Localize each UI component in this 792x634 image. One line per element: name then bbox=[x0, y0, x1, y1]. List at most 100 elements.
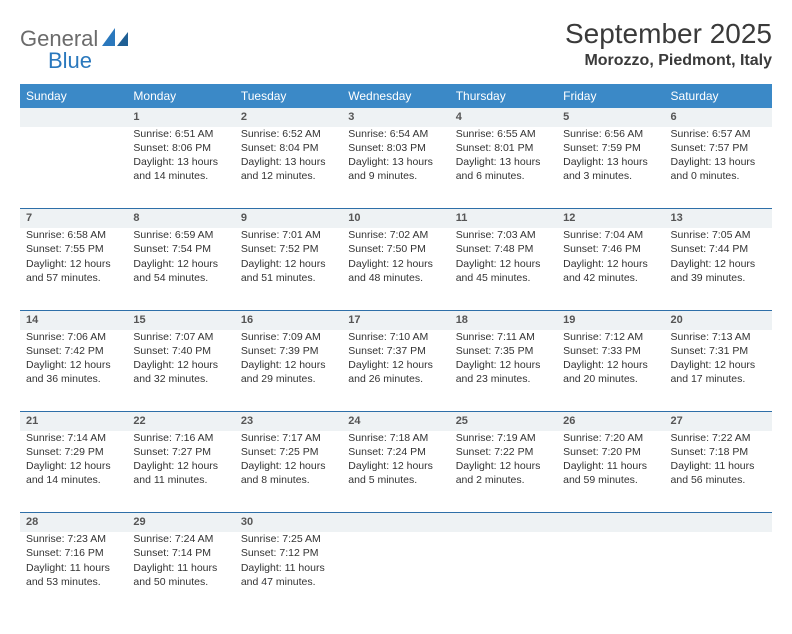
sunrise-line: Sunrise: 7:17 AM bbox=[241, 431, 336, 445]
daylight-line: Daylight: 11 hours and 47 minutes. bbox=[241, 561, 336, 589]
col-friday: Friday bbox=[557, 84, 664, 108]
sunset-line: Sunset: 7:20 PM bbox=[563, 445, 658, 459]
col-wednesday: Wednesday bbox=[342, 84, 449, 108]
day-cell-content: Sunrise: 7:23 AMSunset: 7:16 PMDaylight:… bbox=[26, 532, 121, 589]
day-cell-content: Sunrise: 7:10 AMSunset: 7:37 PMDaylight:… bbox=[348, 330, 443, 387]
day-cell: Sunrise: 7:23 AMSunset: 7:16 PMDaylight:… bbox=[20, 532, 127, 614]
sunset-line: Sunset: 7:40 PM bbox=[133, 344, 228, 358]
daylight-line: Daylight: 13 hours and 12 minutes. bbox=[241, 155, 336, 183]
daylight-line: Daylight: 12 hours and 51 minutes. bbox=[241, 257, 336, 285]
daynum-cell: 28 bbox=[20, 513, 127, 532]
day-cell-content: Sunrise: 7:06 AMSunset: 7:42 PMDaylight:… bbox=[26, 330, 121, 387]
daynum-cell: 12 bbox=[557, 209, 664, 228]
header: General Blue September 2025 Morozzo, Pie… bbox=[20, 18, 772, 74]
day-cell-content: Sunrise: 7:16 AMSunset: 7:27 PMDaylight:… bbox=[133, 431, 228, 488]
sunrise-line: Sunrise: 7:11 AM bbox=[456, 330, 551, 344]
daynum-cell bbox=[665, 513, 772, 532]
daylight-line: Daylight: 11 hours and 59 minutes. bbox=[563, 459, 658, 487]
sunset-line: Sunset: 7:24 PM bbox=[348, 445, 443, 459]
day-cell-content: Sunrise: 7:25 AMSunset: 7:12 PMDaylight:… bbox=[241, 532, 336, 589]
daynum-cell bbox=[20, 108, 127, 127]
daylight-line: Daylight: 11 hours and 56 minutes. bbox=[671, 459, 766, 487]
sunset-line: Sunset: 8:01 PM bbox=[456, 141, 551, 155]
sunrise-line: Sunrise: 6:51 AM bbox=[133, 127, 228, 141]
daynum-cell: 13 bbox=[665, 209, 772, 228]
sunset-line: Sunset: 8:06 PM bbox=[133, 141, 228, 155]
sunset-line: Sunset: 7:16 PM bbox=[26, 546, 121, 560]
sunset-line: Sunset: 7:31 PM bbox=[671, 344, 766, 358]
day-cell-content: Sunrise: 7:05 AMSunset: 7:44 PMDaylight:… bbox=[671, 228, 766, 285]
day-cell-content: Sunrise: 7:11 AMSunset: 7:35 PMDaylight:… bbox=[456, 330, 551, 387]
day-cell: Sunrise: 7:10 AMSunset: 7:37 PMDaylight:… bbox=[342, 330, 449, 412]
sunrise-line: Sunrise: 7:20 AM bbox=[563, 431, 658, 445]
col-saturday: Saturday bbox=[665, 84, 772, 108]
sunrise-line: Sunrise: 7:12 AM bbox=[563, 330, 658, 344]
day-cell: Sunrise: 7:17 AMSunset: 7:25 PMDaylight:… bbox=[235, 431, 342, 513]
sunset-line: Sunset: 8:03 PM bbox=[348, 141, 443, 155]
day-cell-content: Sunrise: 7:09 AMSunset: 7:39 PMDaylight:… bbox=[241, 330, 336, 387]
daynum-cell: 4 bbox=[450, 108, 557, 127]
daynum-cell: 5 bbox=[557, 108, 664, 127]
day-cell: Sunrise: 7:16 AMSunset: 7:27 PMDaylight:… bbox=[127, 431, 234, 513]
daylight-line: Daylight: 13 hours and 0 minutes. bbox=[671, 155, 766, 183]
sunset-line: Sunset: 7:52 PM bbox=[241, 242, 336, 256]
daylight-line: Daylight: 12 hours and 32 minutes. bbox=[133, 358, 228, 386]
day-cell-content: Sunrise: 6:59 AMSunset: 7:54 PMDaylight:… bbox=[133, 228, 228, 285]
daylight-line: Daylight: 12 hours and 45 minutes. bbox=[456, 257, 551, 285]
daylight-line: Daylight: 13 hours and 6 minutes. bbox=[456, 155, 551, 183]
sunset-line: Sunset: 7:25 PM bbox=[241, 445, 336, 459]
daynum-cell bbox=[450, 513, 557, 532]
sunrise-line: Sunrise: 7:10 AM bbox=[348, 330, 443, 344]
day-cell-content: Sunrise: 7:01 AMSunset: 7:52 PMDaylight:… bbox=[241, 228, 336, 285]
daynum-row: 282930 bbox=[20, 513, 772, 532]
day-cell: Sunrise: 7:20 AMSunset: 7:20 PMDaylight:… bbox=[557, 431, 664, 513]
sunrise-line: Sunrise: 7:09 AM bbox=[241, 330, 336, 344]
sunset-line: Sunset: 7:48 PM bbox=[456, 242, 551, 256]
sunset-line: Sunset: 7:57 PM bbox=[671, 141, 766, 155]
day-cell: Sunrise: 7:24 AMSunset: 7:14 PMDaylight:… bbox=[127, 532, 234, 614]
daynum-cell: 26 bbox=[557, 412, 664, 431]
sunrise-line: Sunrise: 6:59 AM bbox=[133, 228, 228, 242]
sunset-line: Sunset: 7:22 PM bbox=[456, 445, 551, 459]
daylight-line: Daylight: 13 hours and 9 minutes. bbox=[348, 155, 443, 183]
daynum-cell: 11 bbox=[450, 209, 557, 228]
daynum-cell: 6 bbox=[665, 108, 772, 127]
day-cell bbox=[557, 532, 664, 614]
day-cell: Sunrise: 6:56 AMSunset: 7:59 PMDaylight:… bbox=[557, 127, 664, 209]
sunset-line: Sunset: 7:12 PM bbox=[241, 546, 336, 560]
col-sunday: Sunday bbox=[20, 84, 127, 108]
daynum-cell: 30 bbox=[235, 513, 342, 532]
daynum-cell: 8 bbox=[127, 209, 234, 228]
day-cell: Sunrise: 7:25 AMSunset: 7:12 PMDaylight:… bbox=[235, 532, 342, 614]
day-cell: Sunrise: 7:13 AMSunset: 7:31 PMDaylight:… bbox=[665, 330, 772, 412]
day-cell-content: Sunrise: 7:07 AMSunset: 7:40 PMDaylight:… bbox=[133, 330, 228, 387]
day-cell: Sunrise: 7:05 AMSunset: 7:44 PMDaylight:… bbox=[665, 228, 772, 310]
week-row: Sunrise: 7:23 AMSunset: 7:16 PMDaylight:… bbox=[20, 532, 772, 614]
day-cell-content: Sunrise: 7:22 AMSunset: 7:18 PMDaylight:… bbox=[671, 431, 766, 488]
sunset-line: Sunset: 7:39 PM bbox=[241, 344, 336, 358]
daynum-cell: 27 bbox=[665, 412, 772, 431]
sunrise-line: Sunrise: 6:52 AM bbox=[241, 127, 336, 141]
sunset-line: Sunset: 7:27 PM bbox=[133, 445, 228, 459]
sunrise-line: Sunrise: 7:05 AM bbox=[671, 228, 766, 242]
logo-word-blue: Blue bbox=[48, 48, 128, 74]
day-cell-content: Sunrise: 7:04 AMSunset: 7:46 PMDaylight:… bbox=[563, 228, 658, 285]
sunrise-line: Sunrise: 7:04 AM bbox=[563, 228, 658, 242]
daynum-cell: 3 bbox=[342, 108, 449, 127]
day-cell: Sunrise: 6:52 AMSunset: 8:04 PMDaylight:… bbox=[235, 127, 342, 209]
day-cell-content: Sunrise: 7:02 AMSunset: 7:50 PMDaylight:… bbox=[348, 228, 443, 285]
day-cell-content: Sunrise: 7:03 AMSunset: 7:48 PMDaylight:… bbox=[456, 228, 551, 285]
sunrise-line: Sunrise: 7:13 AM bbox=[671, 330, 766, 344]
daylight-line: Daylight: 12 hours and 48 minutes. bbox=[348, 257, 443, 285]
daynum-row: 21222324252627 bbox=[20, 412, 772, 431]
day-cell bbox=[20, 127, 127, 209]
sunset-line: Sunset: 7:42 PM bbox=[26, 344, 121, 358]
daylight-line: Daylight: 12 hours and 26 minutes. bbox=[348, 358, 443, 386]
day-cell: Sunrise: 6:57 AMSunset: 7:57 PMDaylight:… bbox=[665, 127, 772, 209]
day-cell: Sunrise: 7:22 AMSunset: 7:18 PMDaylight:… bbox=[665, 431, 772, 513]
sunrise-line: Sunrise: 7:14 AM bbox=[26, 431, 121, 445]
calendar-header-row: Sunday Monday Tuesday Wednesday Thursday… bbox=[20, 84, 772, 108]
sunset-line: Sunset: 7:37 PM bbox=[348, 344, 443, 358]
sunset-line: Sunset: 7:14 PM bbox=[133, 546, 228, 560]
daylight-line: Daylight: 12 hours and 2 minutes. bbox=[456, 459, 551, 487]
